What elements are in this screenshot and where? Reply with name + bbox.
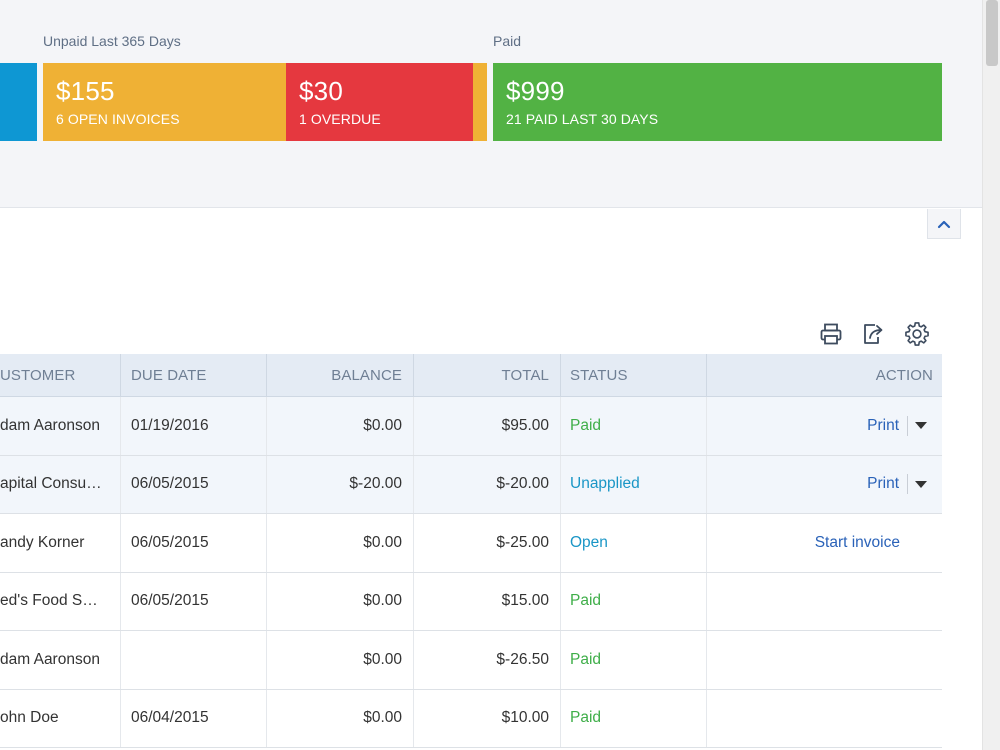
action-cell [708, 631, 933, 689]
total-cell: $10.00 [501, 709, 549, 727]
start-invoice-link[interactable]: Start invoice [814, 533, 900, 551]
gear-icon [905, 322, 929, 346]
overdue-amount: $30 [299, 76, 343, 106]
due-date-cell: 06/04/2015 [131, 709, 209, 727]
action-dropdown-icon[interactable] [915, 422, 927, 430]
balance-cell: $-20.00 [349, 475, 402, 493]
table-row[interactable]: andy Korner 06/05/2015 $0.00 $-25.00 Ope… [0, 514, 942, 573]
paid-bar[interactable]: $999 21 PAID LAST 30 DAYS [493, 63, 942, 141]
scrollbar-thumb[interactable] [986, 0, 998, 66]
print-link[interactable]: Print [867, 416, 899, 434]
action-cell: Start invoice [708, 514, 933, 572]
action-dropdown-icon[interactable] [915, 480, 927, 488]
col-due-date[interactable]: DUE DATE [131, 366, 207, 384]
table-row[interactable]: ohn Doe 06/04/2015 $0.00 $10.00 Paid [0, 689, 942, 748]
balance-cell: $0.00 [363, 533, 402, 551]
action-cell: Print [708, 456, 933, 514]
status-cell: Paid [570, 650, 602, 668]
customer-cell: apital Consu… [0, 475, 102, 493]
status-cell: Open [570, 533, 608, 551]
vertical-scrollbar[interactable] [982, 0, 1000, 750]
status-cell: Paid [570, 416, 602, 434]
action-cell: Print [708, 397, 933, 455]
due-date-cell: 01/19/2016 [131, 416, 209, 434]
customer-cell: ohn Doe [0, 709, 59, 727]
col-status[interactable]: STATUS [570, 366, 628, 384]
total-cell: $-25.00 [496, 533, 549, 551]
total-cell: $-20.00 [496, 475, 549, 493]
print-link[interactable]: Print [867, 475, 899, 493]
transactions-table: USTOMER DUE DATE BALANCE TOTAL STATUS AC… [0, 354, 942, 748]
paid-section-label: Paid [493, 33, 522, 49]
print-list-button[interactable] [817, 320, 845, 348]
col-total[interactable]: TOTAL [501, 366, 549, 384]
balance-cell: $0.00 [363, 592, 402, 610]
due-date-cell: 06/05/2015 [131, 475, 209, 493]
table-header: USTOMER DUE DATE BALANCE TOTAL STATUS AC… [0, 354, 942, 397]
paid-caption: 21 PAID LAST 30 DAYS [506, 111, 659, 127]
balance-cell: $0.00 [363, 709, 402, 727]
table-row[interactable]: ed's Food S… 06/05/2015 $0.00 $15.00 Pai… [0, 572, 942, 631]
open-invoices-amount: $155 [56, 76, 115, 106]
col-action: ACTION [875, 366, 933, 384]
status-cell: Paid [570, 592, 602, 610]
total-cell: $95.00 [501, 416, 549, 434]
overdue-bar[interactable]: $30 1 OVERDUE [286, 63, 473, 141]
due-date-cell: 06/05/2015 [131, 533, 209, 551]
table-row[interactable]: dam Aaronson $0.00 $-26.50 Paid [0, 631, 942, 690]
money-bar: Unpaid Last 365 Days Paid $155 6 OPEN IN… [0, 0, 982, 208]
status-cell: Unapplied [570, 475, 640, 493]
status-cell: Paid [570, 709, 602, 727]
settings-button[interactable] [903, 320, 931, 348]
col-customer[interactable]: USTOMER [0, 366, 76, 384]
paid-amount: $999 [506, 76, 565, 106]
open-invoices-caption: 6 OPEN INVOICES [56, 111, 180, 127]
table-row[interactable]: dam Aaronson 01/19/2016 $0.00 $95.00 Pai… [0, 397, 942, 456]
balance-cell: $0.00 [363, 416, 402, 434]
action-cell [708, 690, 933, 748]
action-cell [708, 573, 933, 631]
chevron-up-icon [937, 220, 951, 228]
total-cell: $-26.50 [496, 650, 549, 668]
estimates-bar[interactable] [0, 63, 37, 141]
customer-cell: dam Aaronson [0, 650, 100, 668]
overdue-caption: 1 OVERDUE [299, 111, 381, 127]
due-date-cell [131, 631, 261, 689]
printer-icon [820, 323, 842, 345]
unpaid-section-label: Unpaid Last 365 Days [43, 33, 181, 49]
customer-cell: andy Korner [0, 533, 85, 551]
table-row[interactable]: apital Consu… 06/05/2015 $-20.00 $-20.00… [0, 455, 942, 514]
total-cell: $15.00 [501, 592, 549, 610]
export-button[interactable] [859, 320, 887, 348]
customer-cell: dam Aaronson [0, 416, 100, 434]
col-balance[interactable]: BALANCE [331, 366, 402, 384]
customer-cell: ed's Food S… [0, 592, 98, 610]
export-icon [864, 324, 883, 344]
collapse-button[interactable] [927, 209, 961, 239]
due-date-cell: 06/05/2015 [131, 592, 209, 610]
balance-cell: $0.00 [363, 650, 402, 668]
